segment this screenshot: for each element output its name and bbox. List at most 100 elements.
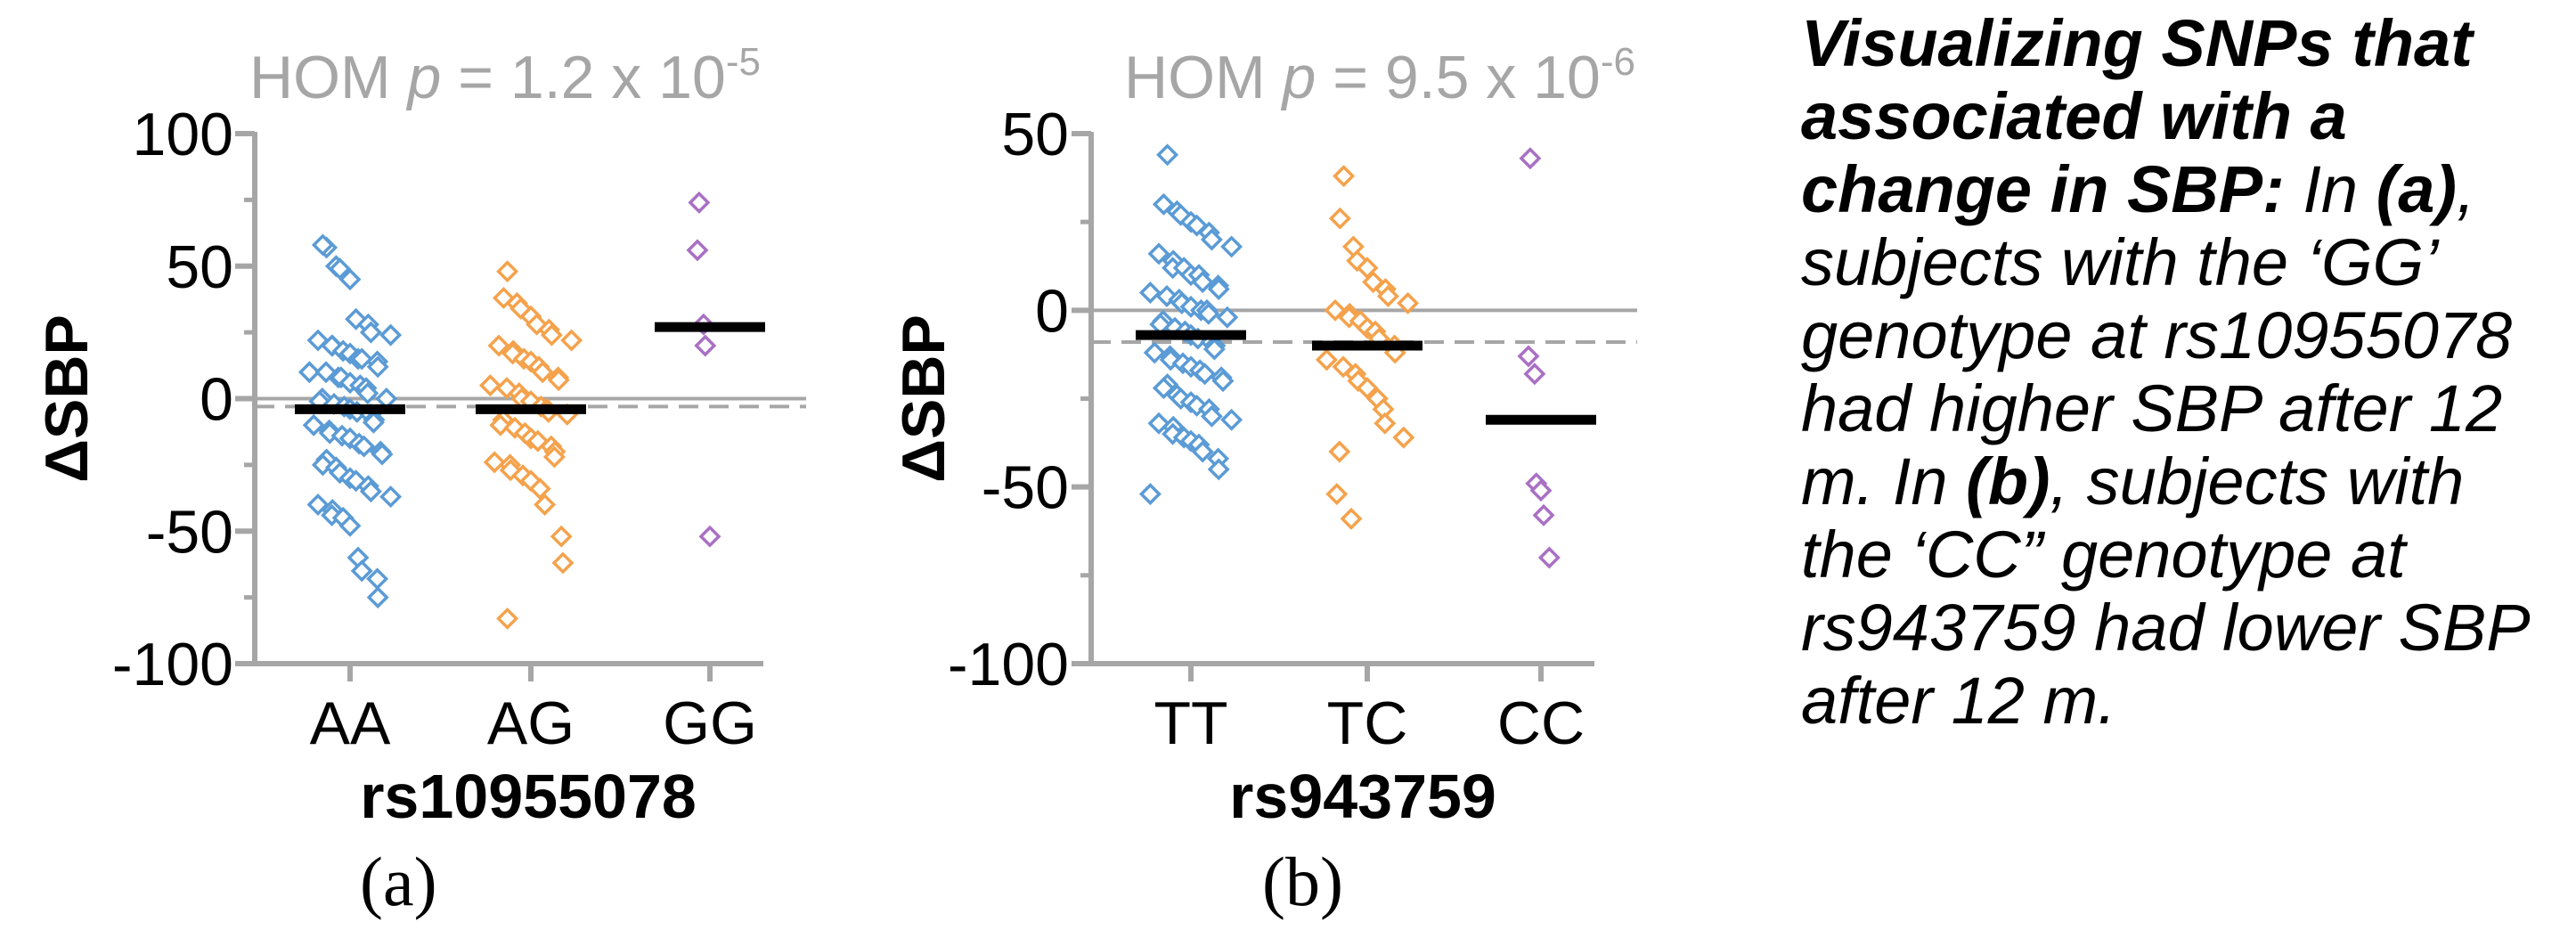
x-tick-label: CC xyxy=(1497,689,1585,757)
data-point xyxy=(1138,483,1162,506)
data-point xyxy=(531,361,554,384)
x-tick-label: TC xyxy=(1327,689,1408,757)
y-tick-label: 50 xyxy=(166,233,233,301)
data-point xyxy=(311,233,334,257)
data-point xyxy=(534,494,557,516)
data-point xyxy=(686,239,709,262)
data-point xyxy=(483,451,506,474)
data-point xyxy=(1202,338,1226,361)
y-tick-label: -100 xyxy=(948,631,1069,698)
caption-ref-b: (b) xyxy=(1966,445,2050,518)
data-point xyxy=(302,413,325,436)
data-point xyxy=(350,559,373,583)
data-point xyxy=(1537,546,1561,569)
data-point xyxy=(1328,207,1351,230)
data-point xyxy=(329,257,352,281)
data-point xyxy=(1191,271,1214,294)
data-point xyxy=(1207,278,1230,301)
data-point xyxy=(1156,143,1179,167)
x-axis-label: rs10955078 xyxy=(360,762,697,831)
data-point xyxy=(1529,479,1553,502)
data-point xyxy=(1147,242,1170,265)
annotation-p-symbol: p xyxy=(1281,44,1317,111)
caption-text-3: , subjects with the ‘CC” genotype at rs9… xyxy=(1801,445,2528,738)
annotation-p-symbol: p xyxy=(406,44,442,111)
y-tick-label: -50 xyxy=(982,454,1069,522)
annotation-prefix: HOM xyxy=(1124,44,1283,111)
data-point xyxy=(1211,370,1235,393)
y-tick-label: -50 xyxy=(146,498,233,566)
data-point xyxy=(1340,507,1363,530)
data-point xyxy=(489,413,512,436)
data-point xyxy=(1216,306,1239,329)
data-point xyxy=(1147,412,1170,435)
data-point xyxy=(496,260,519,283)
data-point xyxy=(359,321,382,344)
data-point xyxy=(1397,291,1420,314)
data-point xyxy=(1519,147,1542,170)
data-point xyxy=(1200,404,1223,428)
data-point xyxy=(1220,408,1243,431)
y-tick-label: 50 xyxy=(1001,101,1069,168)
data-point xyxy=(1392,426,1415,449)
data-point xyxy=(1532,503,1555,526)
data-point xyxy=(1194,363,1217,386)
data-point xyxy=(694,334,717,357)
panel-label-a: (a) xyxy=(360,843,437,920)
data-point xyxy=(1517,345,1540,368)
data-point xyxy=(542,445,566,469)
y-axis-label: ΔSBP xyxy=(33,314,101,483)
data-point xyxy=(547,369,570,392)
y-axis-label: ΔSBP xyxy=(890,314,958,483)
data-point xyxy=(356,382,379,405)
data-point xyxy=(366,586,389,609)
data-point xyxy=(1325,483,1349,506)
caption-ref-a: (a) xyxy=(2376,152,2458,226)
annotation-value: = 9.5 x 10 xyxy=(1316,44,1600,111)
annotation-exponent: -6 xyxy=(1601,40,1635,84)
p-value-annotation: HOM p = 1.2 x 10-5 xyxy=(249,40,761,111)
p-value-annotation: HOM p = 9.5 x 10-6 xyxy=(1124,40,1635,111)
annotation-value: = 1.2 x 10 xyxy=(441,44,725,111)
data-point xyxy=(1138,281,1162,304)
data-point xyxy=(550,525,573,548)
data-point xyxy=(688,191,711,214)
data-point xyxy=(359,480,382,503)
data-point xyxy=(560,329,583,352)
x-axis-label: rs943759 xyxy=(1229,762,1496,831)
data-point xyxy=(1197,302,1220,325)
data-point xyxy=(366,355,389,379)
data-point xyxy=(1143,341,1166,364)
data-point xyxy=(1207,458,1230,481)
data-point xyxy=(1159,348,1182,371)
data-point xyxy=(1162,422,1185,445)
data-point xyxy=(528,477,551,501)
data-point xyxy=(478,374,501,397)
data-point xyxy=(1155,284,1178,307)
data-point xyxy=(1200,228,1223,251)
y-tick-label: 0 xyxy=(200,366,233,434)
data-point xyxy=(496,607,519,630)
x-tick-label: TT xyxy=(1153,689,1227,757)
annotation-prefix: HOM xyxy=(249,44,408,111)
y-tick-label: 100 xyxy=(133,101,233,168)
data-point xyxy=(1338,306,1361,329)
data-point xyxy=(540,323,563,347)
data-point xyxy=(698,525,721,548)
x-tick-label: GG xyxy=(663,689,757,757)
data-point xyxy=(362,411,385,434)
data-point xyxy=(338,268,362,291)
figure-caption: Visualizing SNPs that associated with a … xyxy=(1801,7,2567,738)
data-point xyxy=(1376,284,1399,307)
data-point xyxy=(338,514,362,537)
caption-heading: Visualizing SNPs that associated with a … xyxy=(1801,6,2473,226)
data-point xyxy=(1191,440,1214,463)
y-tick-label: -100 xyxy=(112,631,233,698)
data-point xyxy=(1315,348,1338,371)
data-point xyxy=(1523,363,1546,386)
data-point xyxy=(1356,377,1379,400)
x-tick-label: AG xyxy=(487,689,575,757)
